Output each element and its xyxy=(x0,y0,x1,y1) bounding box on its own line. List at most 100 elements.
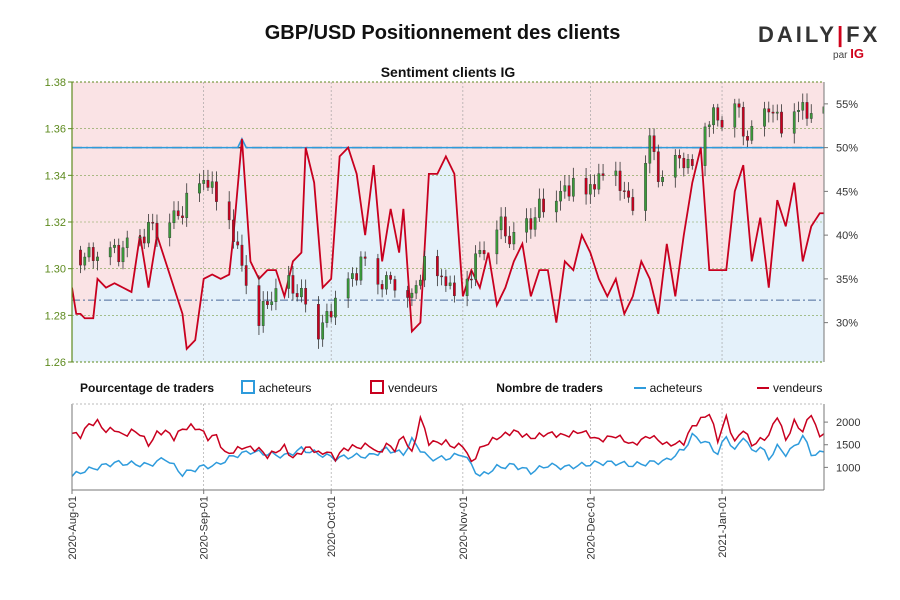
candle-body xyxy=(720,119,724,128)
legend-sellers: vendeurs xyxy=(388,381,438,395)
buyers-count-line xyxy=(72,432,824,478)
candle-body xyxy=(656,151,660,182)
candle-body xyxy=(809,113,813,119)
candle-body xyxy=(414,285,418,294)
candle-body xyxy=(436,256,439,277)
candle-body xyxy=(733,103,737,128)
candle-body xyxy=(554,200,558,213)
candle-body xyxy=(618,170,622,191)
candle-body xyxy=(363,256,367,259)
candle-body xyxy=(614,170,618,176)
candle-body xyxy=(482,250,486,255)
candle-body xyxy=(406,290,410,298)
candle-body xyxy=(295,293,299,298)
candle-body xyxy=(202,179,206,184)
legend-pct-label: Pourcentage de traders xyxy=(80,381,215,395)
candle-body xyxy=(529,218,533,230)
legend-sellers-count: vendeurs xyxy=(772,381,823,395)
candle-body xyxy=(673,155,677,178)
legend-buyers: acheteurs xyxy=(258,381,312,395)
chart-title: GBP/USD Positionnement des clients xyxy=(264,22,621,44)
candle-body xyxy=(355,273,359,281)
count-tick-label: 1500 xyxy=(836,440,860,452)
candle-body xyxy=(588,184,592,195)
candle-body xyxy=(257,285,261,326)
candle-body xyxy=(571,177,575,197)
sentiment-tick-label: 50% xyxy=(836,143,858,155)
candle-body xyxy=(227,201,231,221)
count-tick-label: 2000 xyxy=(836,417,860,429)
candle-body xyxy=(499,216,503,231)
candle-body xyxy=(716,107,720,121)
candle-body xyxy=(448,282,452,286)
sellers-box-icon xyxy=(370,380,385,394)
date-tick-label: 2020-Oct-01 xyxy=(326,496,338,557)
candle-body xyxy=(627,190,630,198)
candle-body xyxy=(172,210,176,224)
candle-body xyxy=(792,111,796,134)
candle-body xyxy=(478,250,482,254)
legend-buyers-count: acheteurs xyxy=(649,381,703,395)
candle-body xyxy=(622,190,626,192)
candle-body xyxy=(652,135,656,152)
candle-body xyxy=(801,102,805,111)
candle-body xyxy=(321,322,325,340)
price-tick-label: 1.32 xyxy=(45,217,66,229)
candle-body xyxy=(155,222,159,238)
candle-body xyxy=(151,222,155,224)
candle-body xyxy=(567,185,571,197)
candle-body xyxy=(117,244,121,263)
candle-body xyxy=(767,108,771,113)
candle-body xyxy=(96,256,99,261)
candle-body xyxy=(465,278,469,297)
sentiment-tick-label: 45% xyxy=(836,186,858,198)
candle-body xyxy=(210,181,214,188)
candle-body xyxy=(525,218,528,233)
date-tick-label: 2020-Aug-01 xyxy=(67,496,79,560)
candle-body xyxy=(287,275,291,289)
candle-body xyxy=(270,301,274,305)
legend: Pourcentage de traders acheteurs vendeur… xyxy=(80,380,822,396)
date-tick-label: 2020-Sep-01 xyxy=(199,496,211,560)
candle-body xyxy=(376,258,380,285)
candle-body xyxy=(389,275,393,280)
price-tick-label: 1.38 xyxy=(45,77,66,89)
candle-body xyxy=(537,198,541,218)
candle-body xyxy=(185,192,189,218)
candle-body xyxy=(648,135,652,164)
candle-body xyxy=(304,288,308,305)
candle-body xyxy=(512,232,516,245)
price-tick-label: 1.36 xyxy=(45,124,66,136)
candle-body xyxy=(584,177,588,195)
candle-body xyxy=(138,236,142,239)
candle-body xyxy=(113,244,116,248)
candle-body xyxy=(261,301,265,326)
chart-subtitle: Sentiment clients IG xyxy=(380,64,516,80)
candle-body xyxy=(206,179,210,188)
candle-body xyxy=(325,311,329,323)
candle-body xyxy=(682,157,686,169)
candle-body xyxy=(805,102,809,119)
candle-body xyxy=(644,163,647,211)
price-tick-label: 1.34 xyxy=(45,170,66,182)
candle-body xyxy=(780,111,783,134)
candle-body xyxy=(125,237,129,248)
candle-body xyxy=(244,265,248,286)
candle-body xyxy=(423,256,426,281)
candle-body xyxy=(444,276,448,286)
candle-body xyxy=(274,288,278,302)
candle-body xyxy=(495,229,499,255)
candle-body xyxy=(542,198,545,213)
candle-body xyxy=(797,110,800,112)
seller-sentiment-line xyxy=(72,138,824,351)
candle-body xyxy=(266,301,269,305)
candle-body xyxy=(661,176,664,182)
legend-count-label: Nombre de traders xyxy=(496,381,603,395)
candle-body xyxy=(737,103,741,108)
candle-body xyxy=(750,126,754,141)
candle-body xyxy=(771,111,775,114)
candle-body xyxy=(147,222,150,244)
candle-body xyxy=(678,155,681,159)
candle-body xyxy=(121,247,125,263)
